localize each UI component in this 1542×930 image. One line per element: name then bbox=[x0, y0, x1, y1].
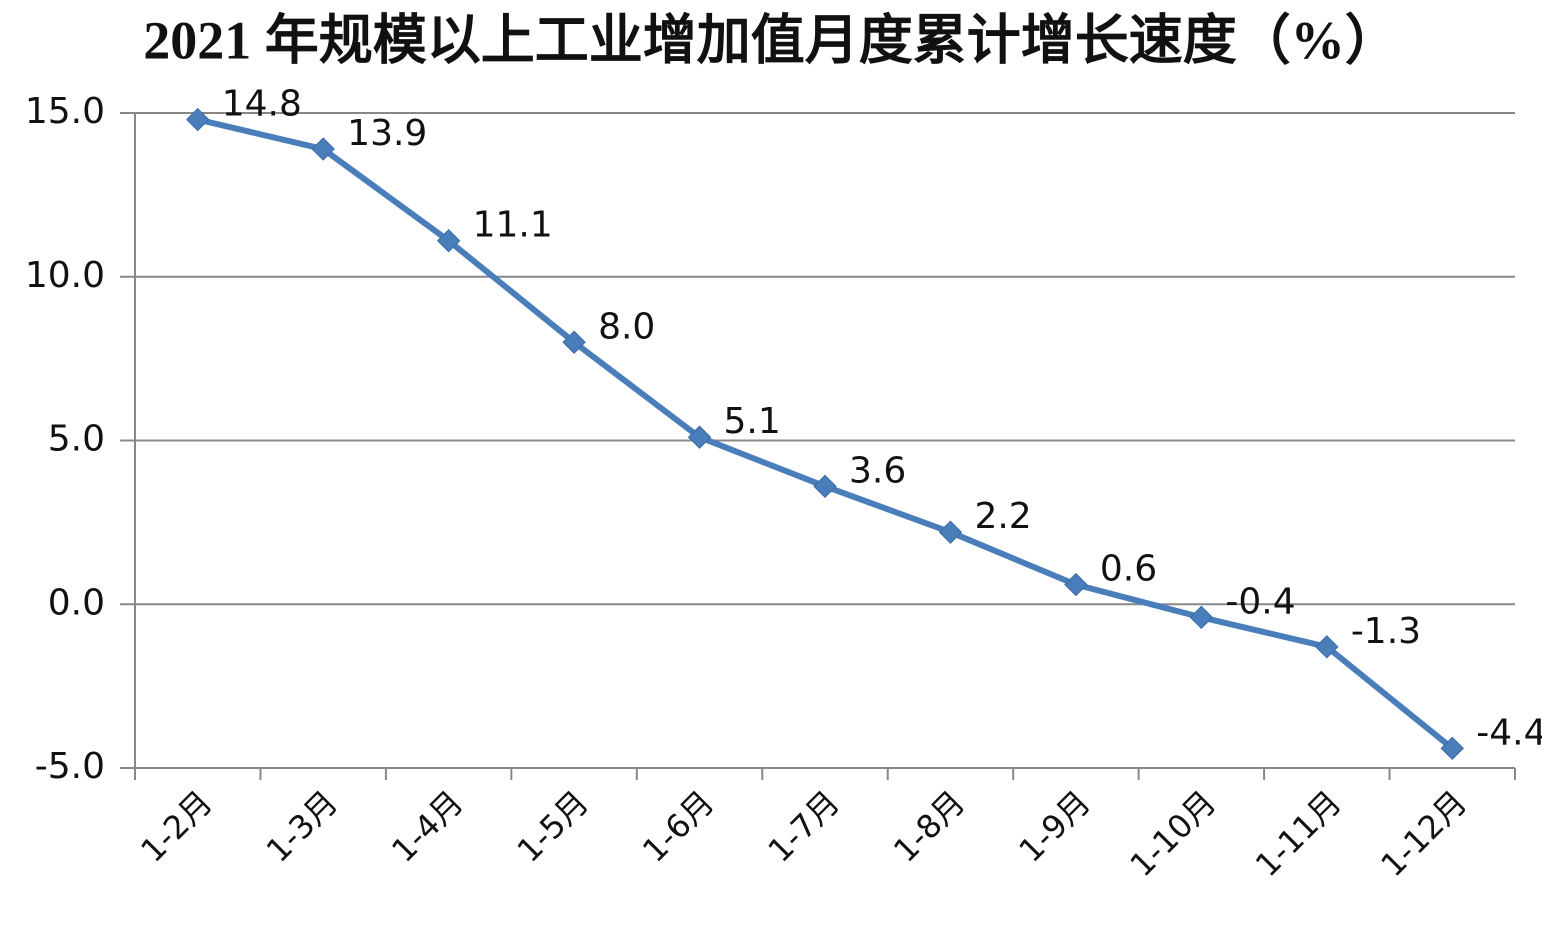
x-tick-label: 1-8月 bbox=[886, 783, 972, 869]
x-tick-label: 1-6月 bbox=[635, 783, 721, 869]
x-tick-label: 1-9月 bbox=[1011, 783, 1097, 869]
x-tick-label: 1-5月 bbox=[510, 783, 596, 869]
y-tick-label: 10.0 bbox=[25, 255, 105, 296]
data-label: -0.4 bbox=[1225, 581, 1295, 622]
x-tick-label: 1-2月 bbox=[133, 783, 219, 869]
marker bbox=[436, 229, 461, 253]
y-tick-label: 5.0 bbox=[48, 419, 105, 460]
y-tick-label: -5.0 bbox=[35, 746, 105, 787]
x-tick-label: 1-11月 bbox=[1248, 783, 1349, 884]
data-label: 2.2 bbox=[974, 496, 1031, 537]
marker bbox=[186, 107, 210, 132]
data-label: 11.1 bbox=[473, 205, 553, 246]
x-tick-label: 1-7月 bbox=[761, 783, 847, 869]
data-label: 14.8 bbox=[222, 84, 302, 125]
data-label: 0.6 bbox=[1100, 549, 1157, 590]
data-label: 8.0 bbox=[598, 306, 655, 347]
x-tick-label: 1-12月 bbox=[1373, 783, 1474, 884]
marker bbox=[1064, 572, 1088, 597]
marker bbox=[687, 425, 712, 449]
series-line bbox=[197, 116, 1455, 751]
marker bbox=[938, 520, 963, 544]
x-tick-label: 1-10月 bbox=[1123, 783, 1224, 884]
y-tick-label: 0.0 bbox=[48, 582, 105, 623]
marker bbox=[1440, 736, 1464, 761]
marker bbox=[562, 330, 586, 354]
marker bbox=[813, 474, 837, 499]
x-tick-label: 1-4月 bbox=[384, 783, 470, 869]
marker bbox=[1315, 635, 1339, 659]
x-tick-label: 1-3月 bbox=[259, 783, 345, 869]
marker bbox=[311, 137, 335, 161]
y-tick-label: 15.0 bbox=[25, 91, 105, 132]
data-label: 3.6 bbox=[849, 450, 906, 491]
chart-title: 2021 年规模以上工业增加值月度累计增长速度（%） bbox=[143, 10, 1399, 70]
data-label: -4.4 bbox=[1476, 712, 1542, 753]
data-label: 13.9 bbox=[347, 113, 427, 154]
marker bbox=[1189, 605, 1214, 630]
data-label: 5.1 bbox=[724, 401, 781, 442]
data-label: -1.3 bbox=[1351, 611, 1421, 652]
